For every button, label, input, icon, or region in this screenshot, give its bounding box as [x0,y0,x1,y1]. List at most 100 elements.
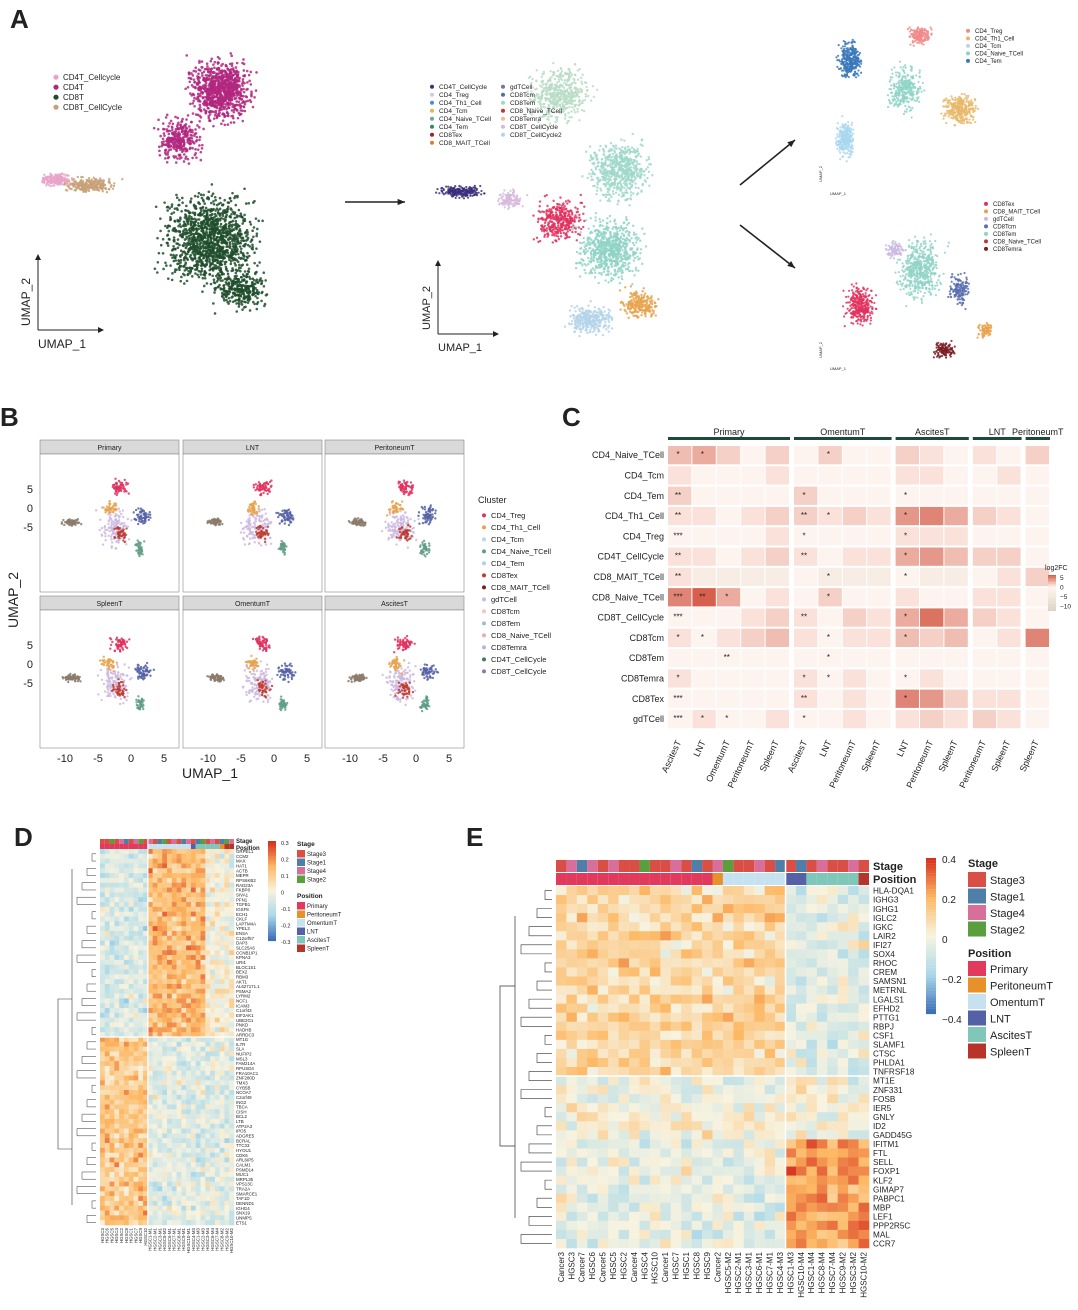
facet-naive [419,663,440,681]
legend-label: CD8Tem [993,232,1016,238]
gene-label: SELL [873,1158,893,1167]
umap4-temra [932,339,956,359]
significance-mark: ** [675,511,681,520]
gene-label: IGHG1 [873,905,899,914]
heat-cell [997,588,1021,607]
sample-label: HGSC2-M1 [734,1251,743,1293]
heat-cell [692,709,716,729]
legend-label: CD8_MAIT_TCell [993,210,1040,216]
heat-cell [895,547,919,566]
heat-cell [920,486,944,505]
facet-plot [182,453,323,593]
gene-label: RPS6KB2 [236,878,256,883]
gene-label: HLA-DQA1 [873,887,914,896]
x-tick-label: 5 [304,753,310,765]
heat-cell [997,446,1021,465]
y-tick-label: -5 [23,678,33,690]
legend-label: Primary [307,904,328,910]
gene-label: MAL [873,1231,890,1240]
heat-cell [692,486,716,505]
stage-track-cell [754,860,765,872]
heat-cell [765,527,789,546]
facet-cycle [278,695,289,712]
heat-cell [997,527,1021,546]
heat-cell [794,446,818,465]
heat-cell [716,689,741,708]
facet-cd4cycle [206,673,226,683]
significance-mark: * [725,714,728,723]
heat-cell [818,446,842,465]
legend-swatch [297,850,305,858]
sample-label: HGSC3-M1 [745,1251,754,1293]
gene-label: RAD23A [236,883,253,888]
heat-cell [716,466,741,485]
gene-label: CCM2 [236,854,249,859]
position-track-cell [190,844,196,849]
sample-label: HGSC7 [672,1251,681,1279]
x-tick-label: -10 [57,753,73,765]
heat-cell [867,466,891,485]
legend-tick: −5 [1060,594,1068,601]
significance-mark: ** [675,552,681,561]
sample-label: HGSC2-M1 [152,1227,157,1250]
gene-label: SIVA1 [236,892,249,897]
gene-label: ADGRE5 [236,1134,255,1139]
heat-cell [741,628,765,647]
sample-label: Cancer5 [599,1251,608,1282]
facet-cycle [135,695,145,711]
gene-label: NCOA7 [236,1090,252,1095]
significance-mark: * [802,531,805,540]
gene-label: PHLDA1 [873,1059,905,1068]
facet-treg [108,636,131,653]
sample-label: HGSC9-M2 [224,1227,229,1250]
stage-track-cell [722,860,734,872]
gene-label: PFN1 [236,897,248,902]
heat-cell [944,628,968,647]
facet-spleent: SpleenT [39,595,180,749]
position-track-cell [157,844,163,849]
heat-cell [920,446,944,465]
stage-track-cell [827,860,838,872]
heat-cell [794,669,818,688]
legend-swatch [297,944,305,952]
gene-label: TBCA [236,1105,248,1110]
facet-title: AscitesT [381,601,409,608]
legend-dot [966,51,970,56]
gene-label: TRA2A [236,1187,250,1192]
x-tick-label: -5 [236,753,246,765]
facet-primary: Primary [39,439,180,593]
gene-label: FOXP1 [873,1167,900,1176]
gene-label: HADHB [236,1027,251,1032]
facet-title: LNT [246,445,260,452]
umap2-cycle [563,300,614,338]
umap4-tcm [947,271,970,311]
legend-label: CD8T_CellCycle [510,124,558,131]
legend-label: CD4_Tem [491,559,524,568]
sample-label: HGSC9 [703,1251,712,1279]
legend-dot [430,116,434,121]
stage-track-cell [743,860,755,872]
legend-swatch [968,961,986,976]
position-track-cell [176,844,182,849]
group-bar [668,437,790,440]
stage-track-cell [712,860,723,872]
heat-cell [895,466,919,485]
x-tick-label: -10 [342,753,358,765]
heat-cell [944,649,968,668]
gene-label: MEPR [236,873,249,878]
heat-cell [765,628,789,647]
arrow-a3 [739,224,796,269]
legend-label: Primary [990,964,1028,976]
legend-swatch [968,888,986,904]
position-track-cell [775,873,786,885]
legend-tick: 0.2 [942,895,956,906]
facet-treg [252,479,273,497]
position-track-cell [167,844,172,849]
umap2-axis-label-a4: UMAP_2 [818,341,823,358]
stage-track-cell [629,860,640,872]
heat-cell [920,709,944,729]
gene-label: IGSF8 [236,907,249,912]
legend-dot [482,537,486,542]
heat-cell [972,669,997,688]
